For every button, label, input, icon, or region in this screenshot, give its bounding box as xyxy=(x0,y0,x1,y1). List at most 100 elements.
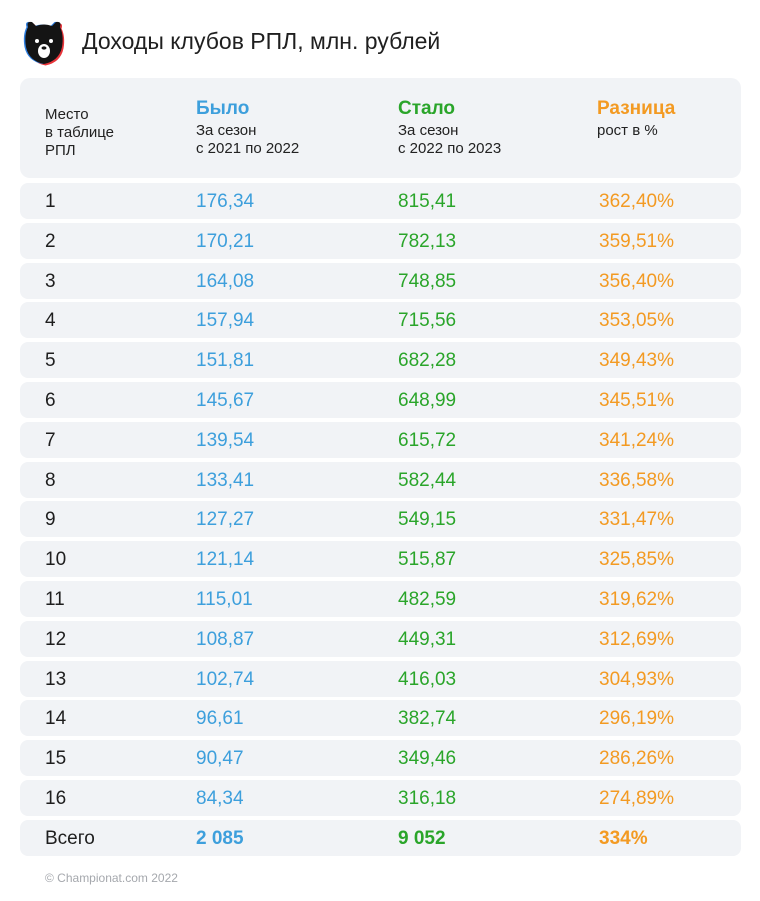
diff-cell: 356,40% xyxy=(599,270,675,292)
table-row: 12 108,87 449,31 312,69% xyxy=(20,620,741,657)
diff-cell: 345,51% xyxy=(599,389,675,411)
before-cell: 108,87 xyxy=(196,628,255,650)
diff-cell: 336,58% xyxy=(599,469,675,491)
rpl-bear-logo xyxy=(23,21,65,66)
place-cell: 9 xyxy=(45,509,56,531)
place-cell: 5 xyxy=(45,350,56,372)
before-cell: 133,41 xyxy=(196,469,255,491)
header-place-line: РПЛ xyxy=(45,142,76,159)
diff-cell: 312,69% xyxy=(599,628,675,650)
place-cell: 4 xyxy=(45,310,56,332)
after-cell: 416,03 xyxy=(398,668,457,690)
after-cell: 715,56 xyxy=(398,310,457,332)
table-row: 6 145,67 648,99 345,51% xyxy=(20,381,741,418)
before-cell: 102,74 xyxy=(196,668,255,690)
place-cell: 15 xyxy=(45,748,67,770)
before-cell: 121,14 xyxy=(196,549,255,571)
after-cell: 748,85 xyxy=(398,270,457,292)
header-after-title: Стало xyxy=(398,98,456,119)
table-row: 16 84,34 316,18 274,89% xyxy=(20,779,741,816)
header-diff-title: Разница xyxy=(597,98,676,119)
table-row: 1 176,34 815,41 362,40% xyxy=(20,183,741,219)
diff-cell: 274,89% xyxy=(599,787,675,809)
place-cell: 3 xyxy=(45,270,56,292)
header-place: Место в таблице РПЛ xyxy=(45,106,114,160)
table-row: 3 164,08 748,85 356,40% xyxy=(20,262,741,299)
header-after: Стало За сезон с 2022 по 2023 xyxy=(398,98,501,158)
before-cell: 176,34 xyxy=(196,191,255,212)
after-cell: 648,99 xyxy=(398,389,457,411)
header-place-line: в таблице xyxy=(45,124,114,141)
place-cell: 13 xyxy=(45,668,67,690)
place-cell: 6 xyxy=(45,389,56,411)
diff-cell: 331,47% xyxy=(599,509,675,531)
before-cell: 170,21 xyxy=(196,230,255,252)
place-cell: 12 xyxy=(45,628,67,650)
place-cell: 16 xyxy=(45,787,67,809)
header-place-line: Место xyxy=(45,106,89,123)
before-cell: 164,08 xyxy=(196,270,255,292)
place-cell: 11 xyxy=(45,588,65,610)
diff-cell: 341,24% xyxy=(599,429,675,451)
table-row: 9 127,27 549,15 331,47% xyxy=(20,501,741,538)
table-row: 2 170,21 782,13 359,51% xyxy=(20,222,741,259)
place-cell: 2 xyxy=(45,230,56,252)
after-cell: 449,31 xyxy=(398,628,457,650)
place-cell: 8 xyxy=(45,469,56,491)
table-row: 8 133,41 582,44 336,58% xyxy=(20,461,741,498)
table-row: 11 115,01 482,59 319,62% xyxy=(20,580,741,617)
place-cell: 14 xyxy=(45,708,67,730)
before-cell: 139,54 xyxy=(196,429,255,451)
table-row: 14 96,61 382,74 296,19% xyxy=(20,700,741,737)
table-body: 1 176,34 815,41 362,40% 2 170,21 782,13 359,51%… xyxy=(20,183,741,860)
before-cell: 127,27 xyxy=(196,509,255,531)
place-cell: 10 xyxy=(45,549,67,571)
diff-cell: 296,19% xyxy=(599,708,675,730)
diff-cell: 349,43% xyxy=(599,350,675,372)
before-cell: 96,61 xyxy=(196,708,244,730)
diff-cell: 319,62% xyxy=(599,588,675,610)
after-cell: 682,28 xyxy=(398,350,457,372)
header-before: Было За сезон с 2021 по 2022 xyxy=(196,98,299,158)
before-cell: 84,34 xyxy=(196,787,244,809)
copyright: © Championat.com 2022 xyxy=(45,871,178,885)
before-cell: 2 085 xyxy=(196,827,244,849)
table-row: 13 102,74 416,03 304,93% xyxy=(20,660,741,697)
after-cell: 815,41 xyxy=(398,191,457,212)
header-after-sub: За сезон xyxy=(398,122,459,139)
before-cell: 145,67 xyxy=(196,389,255,411)
header-diff: Разница рост в % xyxy=(597,98,675,140)
header-diff-sub: рост в % xyxy=(597,122,658,139)
after-cell: 316,18 xyxy=(398,787,457,809)
before-cell: 157,94 xyxy=(196,310,255,332)
after-cell: 349,46 xyxy=(398,748,457,770)
diff-cell: 304,93% xyxy=(599,668,675,690)
table-row: 4 157,94 715,56 353,05% xyxy=(20,302,741,339)
diff-cell: 362,40% xyxy=(599,191,675,212)
after-cell: 515,87 xyxy=(398,549,457,571)
after-cell: 9 052 xyxy=(398,827,446,849)
diff-cell: 334% xyxy=(599,827,648,849)
before-cell: 90,47 xyxy=(196,748,244,770)
after-cell: 582,44 xyxy=(398,469,457,491)
place-cell: Всего xyxy=(45,827,95,849)
table-row: 7 139,54 615,72 341,24% xyxy=(20,421,741,458)
table-header: Место в таблице РПЛ Было За сезон с 2021… xyxy=(20,78,741,178)
after-cell: 615,72 xyxy=(398,429,457,451)
table-row: 15 90,47 349,46 286,26% xyxy=(20,740,741,777)
place-cell: 1 xyxy=(45,191,56,212)
diff-cell: 325,85% xyxy=(599,549,675,571)
diff-cell: 359,51% xyxy=(599,230,675,252)
place-cell: 7 xyxy=(45,429,56,451)
header-before-sub: За сезон xyxy=(196,122,257,139)
table-row: 10 121,14 515,87 325,85% xyxy=(20,541,741,578)
table-row: 5 151,81 682,28 349,43% xyxy=(20,342,741,379)
after-cell: 782,13 xyxy=(398,230,457,252)
header-before-title: Было xyxy=(196,98,250,119)
diff-cell: 353,05% xyxy=(599,310,675,332)
header-after-sub: с 2022 по 2023 xyxy=(398,140,502,157)
before-cell: 151,81 xyxy=(196,350,255,372)
before-cell: 115,01 xyxy=(196,588,253,610)
header-before-sub: с 2021 по 2022 xyxy=(196,140,300,157)
diff-cell: 286,26% xyxy=(599,748,675,770)
